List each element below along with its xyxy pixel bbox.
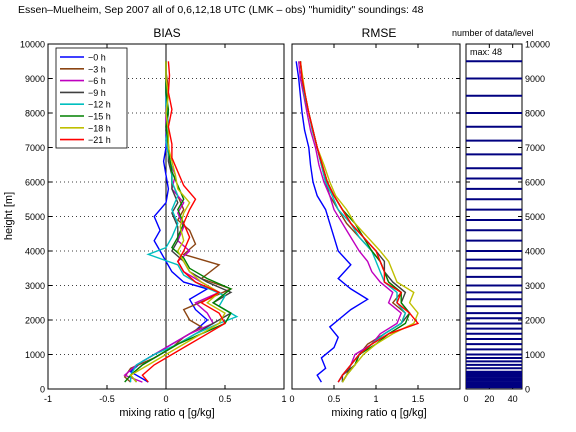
count-ytick-label: 10000 (525, 40, 550, 50)
bias-series-line (129, 61, 226, 383)
rmse-xtick-label: 0 (289, 394, 294, 404)
bias-ylabel: height [m] (3, 192, 15, 240)
rmse-series-line (299, 61, 420, 383)
count-ytick-label: 3000 (525, 281, 545, 291)
bias-xtick-label: 1 (281, 394, 286, 404)
bias-ytick-label: 2000 (25, 316, 45, 326)
rmse-xtick-label: 1.5 (412, 394, 425, 404)
bias-xtick-label: -1 (44, 394, 52, 404)
bias-ytick-label: 5000 (25, 212, 45, 222)
legend-entry: −6 h (88, 76, 106, 86)
bias-series-line (141, 61, 226, 383)
bias-ytick-label: 9000 (25, 74, 45, 84)
rmse-title: RMSE (362, 26, 397, 40)
bias-xlabel: mixing ratio q [g/kg] (119, 407, 214, 419)
bias-legend: −0 h−3 h −6 h −9 h −12 h −15 h−18 h −21 h (55, 47, 128, 149)
bias-xtick-label: -0.5 (99, 394, 115, 404)
max-count-label: max: 48 (470, 47, 502, 57)
count-ytick-label: 5000 (525, 212, 545, 222)
count-ytick-label: 9000 (525, 74, 545, 84)
rmse-xlabel: mixing ratio q [g/kg] (331, 407, 426, 419)
legend-entry: −12 h (88, 100, 111, 110)
bias-ytick-label: 0 (40, 385, 45, 395)
bias-ytick-label: 10000 (20, 40, 45, 50)
count-xtick-label: 20 (484, 394, 494, 404)
figure-title: Essen–Muelheim, Sep 2007 all of 0,6,12,1… (18, 4, 424, 16)
rmse-xtick-label: 0.5 (328, 394, 341, 404)
count-ytick-label: 2000 (525, 316, 545, 326)
legend-box (55, 47, 128, 149)
legend-entry: −18 h (88, 123, 111, 133)
panels-layer: 0100020003000400050006000700080009000100… (20, 40, 550, 405)
bias-title: BIAS (153, 26, 180, 40)
bias-ytick-label: 7000 (25, 143, 45, 153)
legend-entry: −0 h (88, 53, 106, 63)
legend-entry: −15 h (88, 112, 111, 122)
count-ytick-label: 6000 (525, 178, 545, 188)
count-xtick-label: 40 (508, 394, 518, 404)
count-panel-title: number of data/level (452, 28, 534, 38)
count-ytick-label: 1000 (525, 350, 545, 360)
count-ytick-label: 8000 (525, 109, 545, 119)
bias-ytick-label: 8000 (25, 109, 45, 119)
legend-entry: −9 h (88, 88, 106, 98)
count-ytick-label: 7000 (525, 143, 545, 153)
rmse-series-line (295, 61, 369, 383)
count-ytick-label: 4000 (525, 247, 545, 257)
bias-series-line (124, 61, 233, 383)
count-ytick-label: 0 (525, 385, 530, 395)
legend-entry: −21 h (88, 135, 111, 145)
bias-ytick-label: 3000 (25, 281, 45, 291)
count-xtick-label: 0 (463, 394, 468, 404)
bias-ytick-label: 4000 (25, 247, 45, 257)
rmse-xtick-label: 1 (373, 394, 378, 404)
bias-xtick-label: 0 (163, 394, 168, 404)
bias-ytick-label: 1000 (25, 350, 45, 360)
legend-entry: −3 h (88, 64, 106, 74)
bias-ytick-label: 6000 (25, 178, 45, 188)
bias-xtick-label: 0.5 (219, 394, 232, 404)
